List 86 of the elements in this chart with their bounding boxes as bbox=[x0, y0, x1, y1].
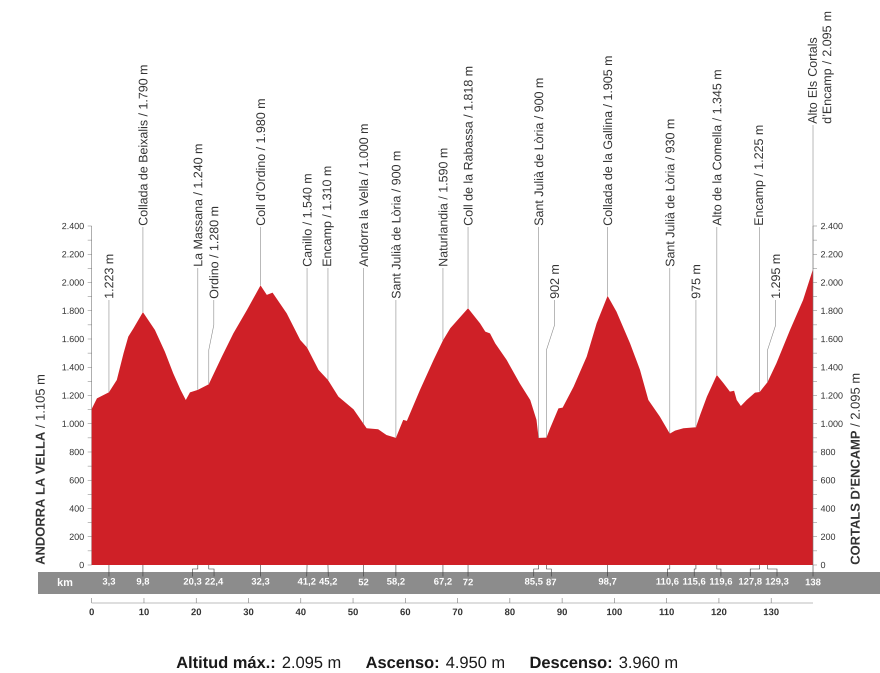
text: Descenso: 3.960 m bbox=[530, 656, 678, 668]
y-tick-label: 200 bbox=[70, 534, 84, 540]
annotation: 1.223 m bbox=[104, 254, 114, 298]
x-tick-label: 0 bbox=[89, 608, 94, 616]
annotation: 87 bbox=[546, 578, 556, 586]
annotation: Coll de la Rabassa / 1.818 m bbox=[463, 66, 473, 226]
y2-tick-label: 0 bbox=[820, 562, 826, 568]
annotation: 58,2 bbox=[386, 578, 405, 586]
annotation: Coll d’Ordino / 1.980 m bbox=[256, 99, 266, 226]
y-tick-label: 2.000 bbox=[62, 279, 84, 286]
x-tick-label: 110 bbox=[660, 608, 674, 616]
annotation: Ordino / 1.280 m bbox=[209, 206, 218, 298]
x-tick-label: 90 bbox=[557, 608, 567, 616]
y2-tick-label: 2.200 bbox=[820, 251, 843, 258]
y2-tick-label: 200 bbox=[820, 534, 836, 540]
y-tick-label: 600 bbox=[70, 477, 84, 484]
annotation: Naturlandia / 1.590 m bbox=[438, 148, 448, 266]
y2-tick-label: 2.000 bbox=[820, 279, 843, 286]
annotation: Collada de la Gallina / 1.905 m bbox=[603, 56, 612, 226]
annotation: 138 bbox=[806, 578, 821, 586]
y2-tick-label: 400 bbox=[820, 505, 836, 512]
annotation: Alto de la Comella / 1.345 m bbox=[712, 70, 722, 226]
annotation: 45,2 bbox=[319, 578, 338, 586]
text: Altitud máx.: 2.095 m bbox=[176, 656, 340, 668]
annotation: 20,3 bbox=[184, 578, 202, 586]
x-tick-label: 120 bbox=[712, 608, 726, 616]
annotation: 1.295 m bbox=[771, 254, 780, 298]
y-tick-label: 0 bbox=[80, 562, 84, 568]
x-tick-label: 60 bbox=[400, 608, 410, 616]
x-tick-label: 50 bbox=[348, 608, 358, 616]
annotation: Canillo / 1.540 m bbox=[302, 174, 312, 266]
y2-tick-label: 1.000 bbox=[821, 420, 843, 427]
annotation: Sant Julià de Lòria / 930 m bbox=[665, 120, 674, 266]
x-tick-label: 100 bbox=[607, 608, 622, 616]
annotation: 3,3 bbox=[102, 578, 116, 586]
annotation: 902 m bbox=[550, 265, 560, 298]
annotation: 67,2 bbox=[434, 578, 452, 586]
x-tick-label: 80 bbox=[504, 608, 515, 616]
y2-tick-label: 1.600 bbox=[821, 336, 843, 342]
annotation: 41,2 bbox=[298, 578, 316, 586]
text: km bbox=[58, 578, 72, 586]
y2-axis-title: CORTALS D’ENCAMP / 2.095 m bbox=[850, 374, 860, 564]
y2-tick-label: 1.400 bbox=[821, 364, 843, 370]
y-tick-label: 1.200 bbox=[62, 392, 84, 399]
y-tick-label: 1.800 bbox=[62, 308, 84, 314]
x-tick-label: 70 bbox=[452, 608, 462, 616]
annotation: 127,8 bbox=[738, 578, 762, 586]
x-tick-label: 20 bbox=[191, 608, 202, 616]
annotation: 22,4 bbox=[205, 578, 224, 586]
annotation: Andorra la Vella / 1.000 m bbox=[358, 124, 368, 267]
annotation: 32,3 bbox=[252, 578, 270, 586]
y-tick-label: 400 bbox=[69, 505, 84, 512]
annotation: Sant Julià de Lòria / 900 m bbox=[534, 78, 544, 226]
x-tick-label: 30 bbox=[243, 608, 254, 616]
annotation: Sant Julià de Lòria / 900 m bbox=[391, 152, 401, 298]
annotation: 129,3 bbox=[766, 578, 788, 586]
y2-tick-label: 1.200 bbox=[821, 392, 843, 399]
y-tick-label: 2.200 bbox=[62, 251, 84, 258]
annotation: 9,8 bbox=[136, 578, 150, 586]
x-tick-label: 130 bbox=[764, 608, 779, 616]
y2-tick-label: 1.800 bbox=[821, 308, 843, 314]
text: Ascenso: 4.950 m bbox=[366, 656, 504, 668]
y-axis-title: ANDORRA LA VELLA / 1.105 m bbox=[35, 374, 45, 564]
annotation: La Massana / 1.240 m bbox=[193, 144, 202, 266]
annotation: Encamp / 1.310 m bbox=[322, 166, 334, 266]
x-tick-label: 10 bbox=[139, 608, 149, 616]
annotation: 72 bbox=[463, 578, 473, 586]
annotation: 115,6 bbox=[683, 578, 706, 586]
y2-tick-label: 800 bbox=[820, 448, 836, 456]
annotation: 98,7 bbox=[598, 578, 616, 586]
y-tick-label: 1.000 bbox=[62, 420, 84, 427]
y-tick-label: 800 bbox=[70, 448, 84, 456]
annotation: 119,6 bbox=[710, 578, 732, 586]
annotation: 52 bbox=[358, 578, 368, 586]
y-tick-label: 2.400 bbox=[62, 222, 84, 230]
x-tick-label: 40 bbox=[296, 608, 306, 616]
annotation: Alto Els Cortals d’Encamp / 2.095 m bbox=[808, 12, 834, 124]
y2-tick-label: 600 bbox=[820, 477, 836, 484]
annotation: 110,6 bbox=[656, 578, 679, 586]
y-tick-label: 1.600 bbox=[62, 336, 84, 342]
annotation: 975 m bbox=[692, 265, 700, 298]
annotation: Encamp / 1.225 m bbox=[754, 126, 766, 225]
annotation: 85,5 bbox=[524, 578, 543, 586]
y-tick-label: 1.400 bbox=[62, 364, 84, 370]
y2-tick-label: 2.400 bbox=[820, 222, 843, 230]
annotation: Collada de Beixalis / 1.790 m bbox=[138, 65, 148, 226]
